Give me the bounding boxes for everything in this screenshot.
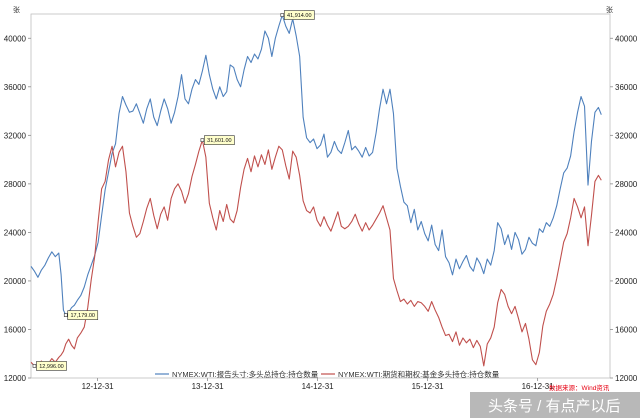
callout-box [36,361,67,371]
watermark-backdrop [470,392,640,418]
callout-box [67,310,99,320]
y-tick-label-right: 36000 [615,83,638,92]
legend: NYMEX:WTI:报告头寸:多头总持仓:持仓数量 NYMEX:WTI:期货和期… [155,369,500,379]
left-axis-unit: 张 [13,5,20,14]
y-tick-label-left: 40000 [4,34,27,43]
y-tick-label-right: 24000 [615,228,638,237]
legend-label-series-1: NYMEX:WTI:报告头寸:多头总持仓:持仓数量 [172,369,319,379]
callout-marker [280,13,285,17]
series-line-2 [30,139,602,367]
callout-label: 31,601.00 [207,138,231,144]
source-note: 数据来源：Wind资讯 [549,383,610,392]
y-tick-label-right: 40000 [615,34,638,43]
y-tick-label-left: 36000 [4,83,27,92]
y-tick-label-right: 16000 [615,325,638,334]
y-tick-label-left: 16000 [4,325,27,334]
callout-label: 12,996.00 [39,364,63,370]
callout-box [283,10,315,20]
callout-marker [200,138,205,142]
plot-frame [30,13,611,379]
x-tick-label: 16-12-31 [522,382,555,391]
right-axis-unit: 张 [606,5,613,14]
x-tick-label: 15-12-31 [412,382,445,391]
x-tick-label: 14-12-31 [302,382,335,391]
watermark-brand: 头条号 / 有点产以后 [488,398,621,415]
x-tick-label: 12-12-31 [82,382,115,391]
y-tick-label-right: 12000 [615,374,638,383]
x-tick-label: 13-12-31 [192,382,225,391]
left-y-axis: 12000 16000 20000 24000 28000 32000 36000 40000 [4,34,31,383]
y-tick-label-left: 20000 [4,277,27,286]
y-tick-label-left: 28000 [4,180,27,189]
right-y-axis: 12000 16000 20000 24000 28000 32000 36000 40000 [610,34,638,383]
y-tick-label-right: 28000 [615,180,638,189]
callout-layer: 17,179.00 41,914.00 12,996.00 31,601.00 [32,10,315,371]
callout-label: 41,914.00 [287,13,311,19]
series-line-1 [30,14,602,316]
y-tick-label-right: 32000 [615,131,638,140]
y-tick-label-left: 12000 [4,374,27,383]
legend-label-series-2: NYMEX:WTI:期货和期权:基金多头持仓:持仓数量 [338,369,500,379]
x-axis: 12-12-31 13-12-31 14-12-31 15-12-31 16-12-31 [82,378,555,391]
callout-box [204,135,235,145]
y-tick-label-right: 20000 [615,277,638,286]
callout-marker [32,364,37,368]
y-tick-label-left: 24000 [4,228,27,237]
callout-marker [63,313,68,317]
callout-label: 17,179.00 [71,313,95,319]
y-tick-label-left: 32000 [4,131,27,140]
series-layer [30,14,602,367]
